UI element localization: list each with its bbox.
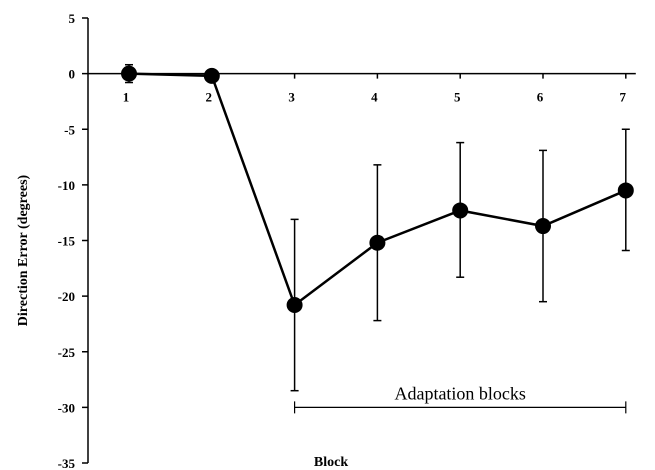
x-tick-label: 7 [620,90,627,105]
y-ticks: 5 0 -5 -10 -15 -20 -25 -30 -35 [58,11,88,470]
y-axis-title: Direction Error (degrees) [16,174,31,326]
x-tick-label: 3 [288,90,295,105]
x-tick-label: 4 [371,90,378,105]
y-tick-label: -15 [58,234,76,249]
x-axis: 1 2 3 4 5 6 7 [88,74,636,105]
data-point [452,202,468,218]
y-tick-label: -25 [58,345,76,360]
data-point [369,235,385,251]
x-tick-label: 1 [123,90,130,105]
x-tick-label: 6 [537,90,544,105]
x-ticks: 1 2 3 4 5 6 7 [123,74,627,105]
y-tick-label: -5 [64,122,75,137]
y-tick-label: -35 [58,456,76,470]
y-tick-label: -20 [58,289,75,304]
y-tick-label: -30 [58,400,75,415]
data-point [287,297,303,313]
series-layer [121,65,634,391]
y-tick-label: -10 [58,178,75,193]
y-tick-label: 0 [69,67,76,82]
y-tick-label: 5 [69,11,76,26]
x-tick-label: 5 [454,90,461,105]
annotation-layer: Adaptation blocks [295,383,626,413]
y-axis: 5 0 -5 -10 -15 -20 -25 -30 -35 [58,11,88,470]
data-point [618,182,634,198]
annotation-label: Adaptation blocks [394,383,525,403]
data-point [121,66,137,82]
data-point [204,68,220,84]
x-tick-label: 2 [206,90,213,105]
x-axis-title: Block [314,455,348,470]
data-point [535,218,551,234]
